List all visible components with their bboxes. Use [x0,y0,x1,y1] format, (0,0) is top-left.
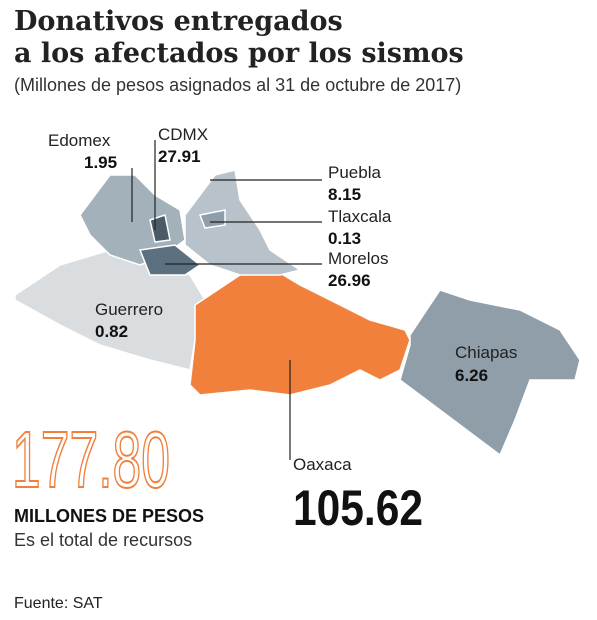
region-name: Oaxaca [293,455,352,474]
total-sub: Es el total de recursos [14,530,192,550]
title: a los afectados por los sismos [14,38,464,69]
chiapas [399,289,581,457]
region-name: Guerrero [95,300,163,319]
title: Donativos entregados [14,6,343,37]
map [14,169,581,457]
region-value: 0.13 [328,229,361,248]
region-name: Edomex [48,131,111,150]
morelos [138,244,202,276]
region-name: Morelos [328,249,388,268]
source: Fuente: SAT [14,595,103,612]
total-value: 177.80 [12,415,170,504]
region-name: CDMX [158,125,208,144]
region-value: 1.95 [84,153,117,172]
region-value: 8.15 [328,185,361,204]
region-name: Chiapas [455,343,517,362]
region-value: 6.26 [455,366,488,385]
region-value: 27.91 [158,147,201,166]
subtitle: (Millones de pesos asignados al 31 de oc… [14,75,461,95]
region-value: 26.96 [328,271,371,290]
region-name: Puebla [328,163,381,182]
region-value: 105.62 [293,480,423,536]
oaxaca [189,269,411,396]
tlaxcala [198,209,226,229]
region-value: 0.82 [95,322,128,341]
leaders [131,140,322,460]
region-name: Tlaxcala [328,207,392,226]
total-label: MILLONES DE PESOS [14,506,204,526]
